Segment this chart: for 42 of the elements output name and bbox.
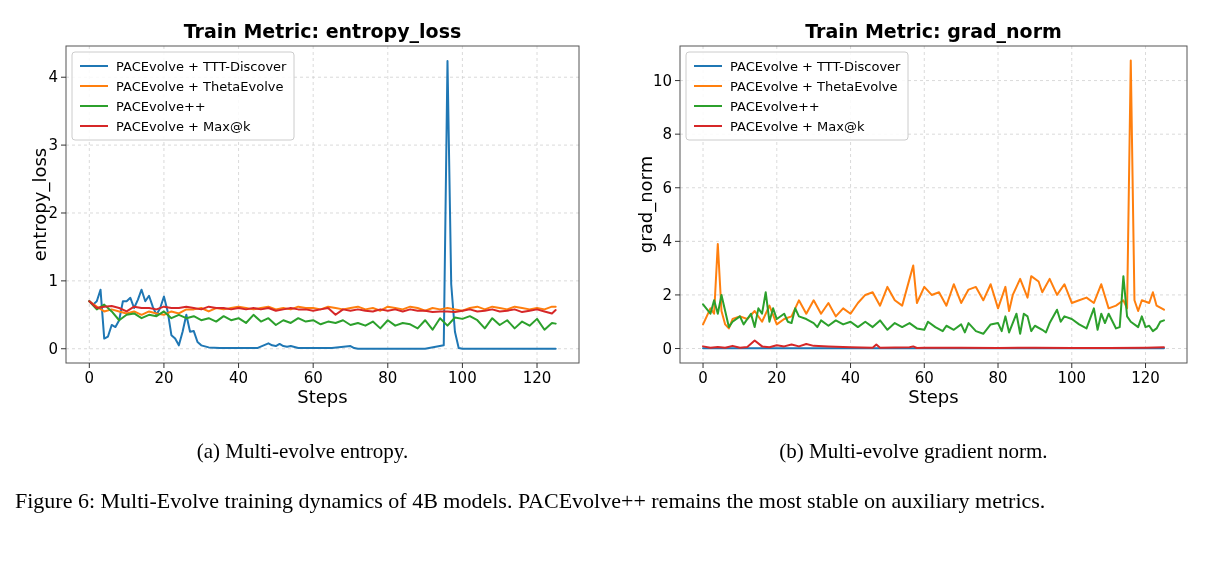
x-tick-label: 100: [1057, 369, 1087, 387]
x-tick-label: 120: [522, 369, 552, 387]
y-tick-label: 4: [662, 232, 672, 251]
legend-label: PACEvolve + TTT-Discover: [116, 59, 288, 74]
y-axis-title: entropy_loss: [29, 147, 51, 262]
text: (a) Multi-evolve entropy.: [196, 439, 409, 463]
x-tick-label: 40: [840, 369, 861, 387]
text: (b) Multi-evolve gradient norm.: [779, 439, 1048, 463]
legend-label: PACEvolve + ThetaEvolve: [730, 79, 898, 94]
x-axis-title: Steps: [908, 386, 959, 407]
y-tick-label: 1: [48, 271, 58, 290]
x-tick-label: 20: [767, 369, 787, 387]
y-tick-label: 0: [48, 339, 58, 358]
y-tick-label: 0: [662, 339, 672, 358]
x-tick-label: 120: [1131, 369, 1160, 387]
x-tick-label: 0: [698, 369, 708, 387]
x-tick-label: 100: [448, 369, 477, 387]
x-tick-label: 60: [303, 369, 323, 387]
y-tick-label: 4: [48, 68, 58, 87]
x-tick-label: 40: [229, 369, 249, 387]
y-tick-label: 6: [662, 178, 672, 197]
chart-title: Train Metric: entropy_loss: [183, 20, 462, 43]
legend-label: PACEvolve + ThetaEvolve: [116, 79, 284, 94]
x-axis-title: Steps: [297, 386, 348, 407]
y-tick-label: 2: [48, 203, 58, 222]
y-tick-label: 3: [48, 136, 58, 155]
x-tick-label: 20: [154, 369, 174, 387]
x-tick-label: 0: [84, 369, 95, 387]
y-axis-title: grad_norm: [635, 155, 657, 254]
y-tick-label: 8: [662, 125, 672, 144]
legend-label: PACEvolve + TTT-Discover: [730, 59, 902, 74]
x-tick-label: 60: [914, 369, 934, 387]
y-tick-label: 2: [662, 285, 672, 304]
legend-label: PACEvolve++: [730, 99, 820, 114]
chart-title: Train Metric: grad_norm: [805, 20, 1062, 43]
legend-label: PACEvolve++: [116, 99, 206, 114]
y-tick-label: 10: [652, 71, 672, 90]
x-tick-label: 80: [378, 369, 398, 387]
legend-label: PACEvolve + Max@k: [730, 119, 865, 134]
legend-label: PACEvolve + Max@k: [116, 119, 251, 134]
caption: Figure 6: Multi-Evolve training dynamics of 4B models. PACEvolve++ remains the most stable on auxiliary metrics.: [15, 488, 1046, 513]
x-tick-label: 80: [988, 369, 1008, 387]
